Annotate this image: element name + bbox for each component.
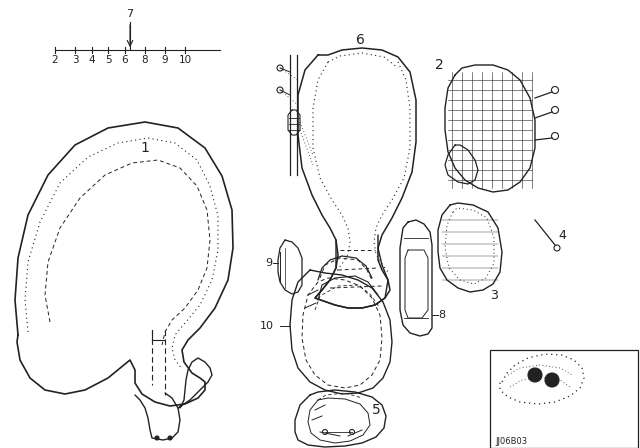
Text: 1: 1 [141, 141, 149, 155]
Text: 3: 3 [72, 55, 78, 65]
Circle shape [528, 368, 542, 382]
Text: 7: 7 [127, 9, 134, 19]
Text: 9: 9 [162, 55, 168, 65]
Text: 10: 10 [179, 55, 191, 65]
Text: 8: 8 [141, 55, 148, 65]
Text: 6: 6 [122, 55, 128, 65]
Text: 10: 10 [260, 321, 274, 331]
Text: 5: 5 [372, 403, 381, 417]
Circle shape [168, 436, 172, 440]
Text: 2: 2 [435, 58, 444, 72]
Text: 3: 3 [490, 289, 498, 302]
Circle shape [545, 373, 559, 387]
Text: 4: 4 [89, 55, 95, 65]
Circle shape [155, 436, 159, 440]
Text: 8: 8 [438, 310, 445, 320]
Text: 4: 4 [558, 228, 566, 241]
Text: 6: 6 [356, 33, 364, 47]
Text: 5: 5 [105, 55, 111, 65]
Text: 2: 2 [52, 55, 58, 65]
Text: 9: 9 [265, 258, 272, 268]
Text: JJ06B03: JJ06B03 [495, 437, 527, 446]
Bar [490, 350, 638, 448]
